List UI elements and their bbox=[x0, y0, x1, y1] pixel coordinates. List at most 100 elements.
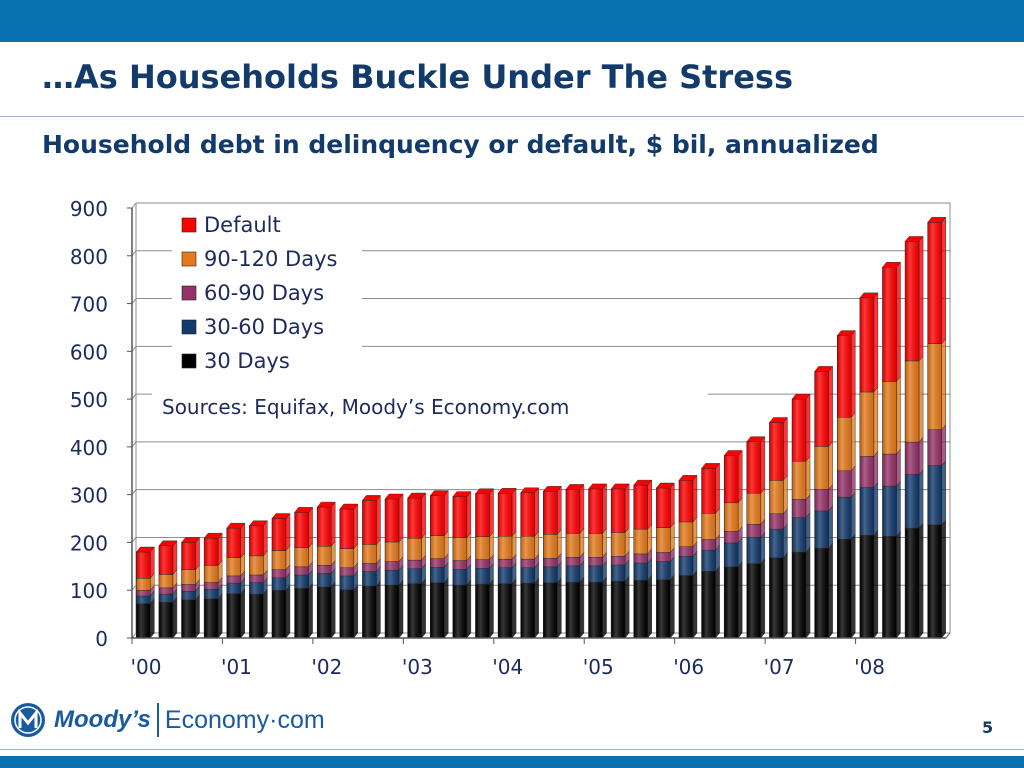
bar-side bbox=[602, 483, 607, 534]
bar-side bbox=[624, 575, 630, 639]
bar-stack bbox=[294, 506, 314, 639]
bar-side bbox=[918, 436, 924, 476]
legend: Default 90-120 Days 60-90 Days 30-60 Days 30… bbox=[152, 210, 708, 423]
bar-shade bbox=[769, 513, 784, 530]
bar-shade bbox=[317, 507, 332, 547]
bar-shade bbox=[678, 521, 693, 547]
bar-side bbox=[918, 469, 924, 529]
axes: 0 100 200 300 400 500 600 700 800 900 '00 '01 '02 '03… bbox=[70, 197, 951, 679]
bar-top bbox=[407, 492, 427, 499]
bar-top bbox=[678, 475, 698, 481]
bar-shade bbox=[882, 381, 897, 455]
bar-shade bbox=[181, 591, 196, 600]
bar-stack bbox=[248, 520, 268, 639]
bar-side bbox=[195, 594, 200, 639]
bar-side bbox=[783, 416, 788, 481]
bar-shade bbox=[136, 595, 151, 604]
bar-shade bbox=[905, 474, 920, 529]
bar-shade bbox=[701, 513, 716, 540]
logo-separator bbox=[156, 703, 159, 737]
bar-shade bbox=[204, 582, 219, 590]
bottom-band bbox=[0, 756, 1024, 768]
bar-shade bbox=[927, 524, 942, 638]
bar-side bbox=[263, 520, 268, 557]
bar-side bbox=[805, 393, 811, 462]
legend-label: Default bbox=[204, 213, 281, 237]
bar-shade bbox=[430, 558, 445, 568]
bar-side bbox=[150, 546, 155, 579]
bar-side bbox=[896, 448, 901, 487]
bar-top bbox=[723, 450, 743, 456]
bar-top bbox=[316, 501, 336, 508]
bar-side bbox=[466, 579, 472, 639]
bar-stack bbox=[542, 485, 562, 639]
bar-shade bbox=[407, 560, 422, 569]
x-tick-label: '07 bbox=[764, 655, 795, 679]
bar-side bbox=[941, 519, 946, 639]
bar-top bbox=[271, 513, 291, 519]
bar-shade bbox=[633, 485, 648, 530]
bar-shade bbox=[475, 568, 490, 585]
bar-shade bbox=[339, 509, 354, 549]
bar-side bbox=[896, 261, 901, 383]
stacked-bar-chart: 0 100 200 300 400 500 600 700 800 900 '00 '01 '02 '03… bbox=[70, 197, 951, 679]
bar-shade bbox=[407, 583, 422, 638]
bar-shade bbox=[385, 498, 400, 542]
bar-side bbox=[670, 482, 675, 529]
moodys-logo: Moody’s Economy·com bbox=[10, 700, 325, 740]
bar-stack bbox=[181, 536, 200, 639]
bar-shade bbox=[430, 535, 445, 559]
bar-top bbox=[497, 488, 517, 494]
bar-side bbox=[851, 329, 856, 418]
logo-subbrand: Economy·com bbox=[164, 705, 325, 734]
bar-shade bbox=[565, 489, 580, 534]
bar-shade bbox=[339, 589, 354, 638]
bar-shade bbox=[588, 582, 603, 638]
bar-top bbox=[475, 488, 494, 494]
bar-shade bbox=[792, 399, 807, 462]
bar-shade bbox=[294, 512, 309, 548]
bar-stack bbox=[791, 393, 811, 639]
bar-side bbox=[421, 577, 426, 639]
bar-shade bbox=[407, 538, 422, 561]
bar-shade bbox=[520, 492, 535, 537]
bar-stack bbox=[633, 479, 653, 639]
bar-side bbox=[828, 440, 833, 490]
bar-side bbox=[873, 529, 879, 639]
bar-shade bbox=[249, 574, 264, 583]
bar-stack bbox=[361, 494, 381, 639]
gridline-stub bbox=[131, 202, 137, 209]
y-tick-label: 500 bbox=[70, 388, 108, 412]
bar-side bbox=[941, 338, 946, 431]
bar-top bbox=[904, 236, 924, 242]
page-number: 5 bbox=[982, 718, 994, 737]
bar-side bbox=[444, 577, 449, 639]
bar-top bbox=[339, 503, 359, 510]
bar-top bbox=[542, 486, 562, 492]
bar-shade bbox=[181, 599, 196, 638]
bar-side bbox=[828, 505, 833, 549]
bar-stack bbox=[746, 436, 766, 639]
bar-shade bbox=[271, 518, 286, 551]
bar-side bbox=[534, 577, 539, 639]
bar-shade bbox=[611, 581, 626, 638]
x-tick-label: '06 bbox=[673, 655, 704, 679]
bar-shade bbox=[543, 491, 558, 535]
bar-top bbox=[610, 483, 630, 490]
bar-stack bbox=[655, 482, 675, 639]
bar-side bbox=[738, 561, 743, 639]
bar-shade bbox=[746, 441, 761, 494]
bar-shade bbox=[656, 552, 671, 562]
bar-top bbox=[203, 532, 223, 539]
bar-shade bbox=[678, 546, 693, 557]
bar-shade bbox=[565, 557, 580, 566]
y-tick-label: 200 bbox=[70, 531, 108, 555]
legend-label: 60-90 Days bbox=[204, 281, 324, 305]
bar-shade bbox=[204, 538, 219, 566]
bar-shade bbox=[837, 417, 852, 471]
bar-shade bbox=[271, 590, 286, 638]
source-box bbox=[152, 387, 708, 423]
bar-shade bbox=[317, 546, 332, 566]
bar-side bbox=[308, 506, 313, 549]
bar-top bbox=[565, 484, 585, 490]
